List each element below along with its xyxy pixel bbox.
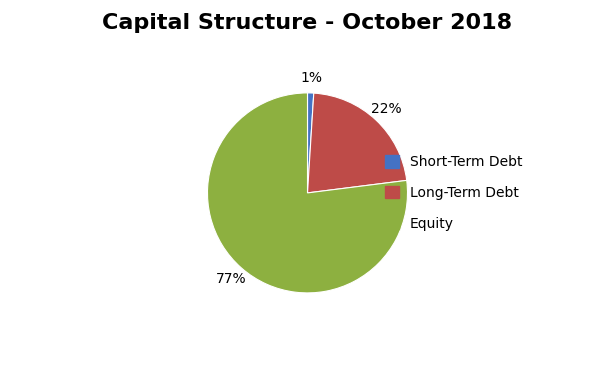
Text: 22%: 22%: [371, 102, 401, 116]
Wedge shape: [308, 93, 407, 193]
Wedge shape: [307, 93, 314, 193]
Wedge shape: [208, 93, 407, 293]
Title: Capital Structure - October 2018: Capital Structure - October 2018: [103, 13, 512, 33]
Text: 1%: 1%: [300, 71, 322, 85]
Text: 77%: 77%: [216, 272, 247, 286]
Legend: Short-Term Debt, Long-Term Debt, Equity: Short-Term Debt, Long-Term Debt, Equity: [379, 150, 528, 236]
